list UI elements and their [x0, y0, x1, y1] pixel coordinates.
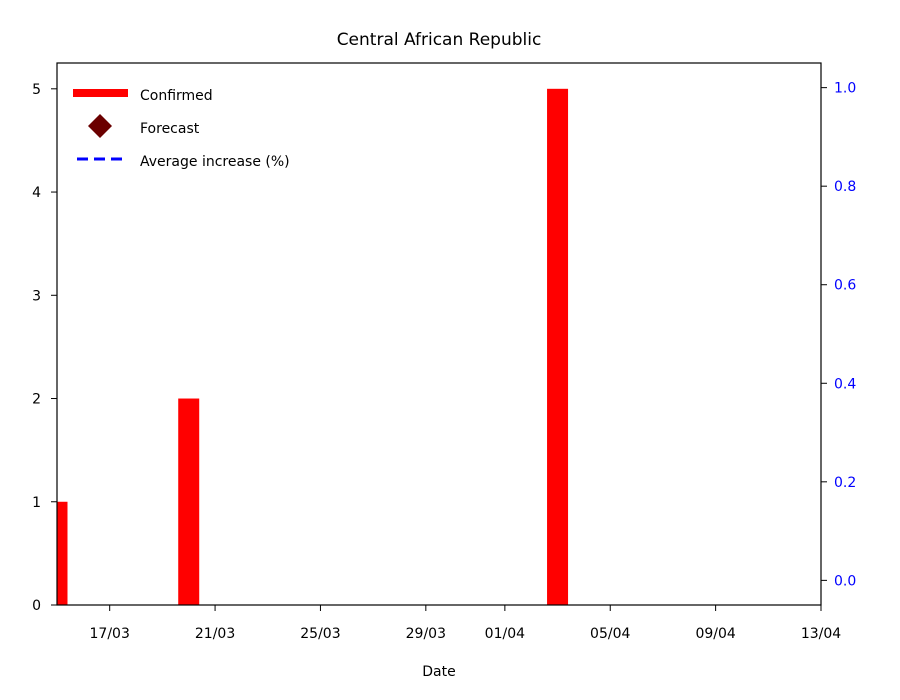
y-axis-right: 0.0 0.2 0.4 0.6 0.8 1.0: [821, 81, 856, 589]
x-tick-label: 05/04: [590, 626, 630, 642]
y-right-tick-label: 0.0: [834, 573, 856, 589]
y-axis-left: 0 1 2 3 4 5: [32, 82, 57, 614]
plot-frame: [56, 62, 822, 606]
y-left-tick-label: 5: [32, 82, 41, 98]
x-tick-label: 21/03: [195, 626, 235, 642]
bar-confirmed: [57, 501, 68, 605]
legend-label-forecast: Forecast: [140, 121, 200, 137]
x-axis-title: Date: [422, 664, 455, 680]
y-right-tick-label: 0.8: [834, 179, 856, 195]
y-right-tick-label: 0.2: [834, 475, 856, 491]
y-right-tick-label: 0.6: [834, 278, 856, 294]
chart-title: Central African Republic: [337, 30, 542, 50]
x-tick-label: 01/04: [485, 626, 525, 642]
legend-label-confirmed: Confirmed: [140, 88, 213, 104]
y-left-tick-label: 0: [32, 598, 41, 614]
bar-confirmed: [178, 398, 200, 605]
legend-label-average-increase: Average increase (%): [140, 154, 290, 170]
legend: Confirmed Forecast Average increase (%): [73, 88, 290, 170]
legend-forecast-diamond-icon: [88, 114, 112, 138]
y-left-tick-label: 3: [32, 288, 41, 304]
y-right-tick-label: 1.0: [834, 81, 856, 97]
bar-layer: [57, 88, 569, 606]
y-right-tick-label: 0.4: [834, 376, 856, 392]
x-tick-label: 13/04: [801, 626, 841, 642]
x-tick-label: 25/03: [300, 626, 340, 642]
x-axis: 17/03 21/03 25/03 29/03 01/04 05/04 09/04 13/04: [90, 605, 841, 642]
y-left-tick-label: 2: [32, 392, 41, 408]
bar-confirmed: [547, 88, 569, 606]
x-tick-label: 29/03: [406, 626, 446, 642]
x-tick-label: 17/03: [90, 626, 130, 642]
y-left-tick-label: 1: [32, 495, 41, 511]
x-tick-label: 09/04: [695, 626, 735, 642]
y-left-tick-label: 4: [32, 185, 41, 201]
